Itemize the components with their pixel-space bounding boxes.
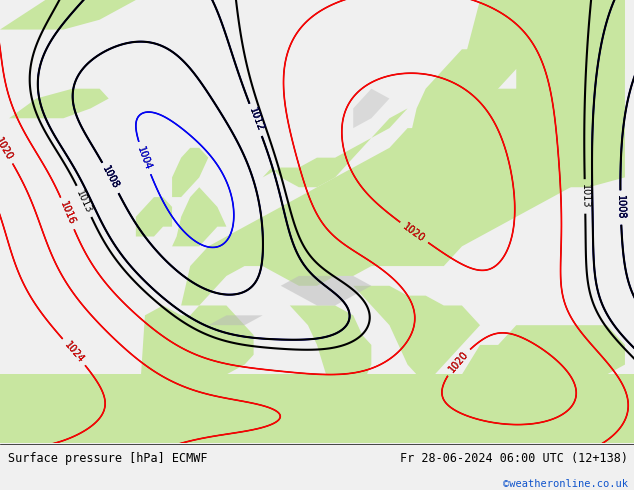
Text: 1008: 1008: [616, 195, 626, 220]
Text: 1008: 1008: [100, 165, 120, 191]
Text: 1013: 1013: [74, 188, 94, 215]
Polygon shape: [262, 39, 498, 187]
Polygon shape: [353, 286, 480, 384]
Polygon shape: [462, 325, 625, 374]
Polygon shape: [0, 0, 136, 29]
Text: 1024: 1024: [62, 340, 86, 365]
Text: 1020: 1020: [446, 349, 470, 374]
Text: 1016: 1016: [58, 200, 77, 227]
Polygon shape: [281, 305, 372, 384]
Polygon shape: [181, 79, 625, 305]
Polygon shape: [140, 305, 254, 384]
Polygon shape: [353, 89, 389, 128]
Text: 1016: 1016: [445, 454, 470, 466]
Polygon shape: [172, 148, 209, 197]
Text: 1004: 1004: [136, 145, 153, 172]
Text: 1008: 1008: [616, 195, 626, 220]
Text: 1008: 1008: [616, 195, 626, 220]
Text: 1020: 1020: [401, 221, 427, 244]
Text: 1020: 1020: [0, 136, 15, 162]
Polygon shape: [462, 0, 625, 69]
Text: 1020: 1020: [446, 349, 470, 374]
Text: 1013: 1013: [579, 184, 590, 209]
Text: 1012: 1012: [247, 106, 265, 133]
Polygon shape: [516, 0, 625, 187]
Text: 1016: 1016: [58, 200, 77, 227]
Text: 1008: 1008: [100, 165, 120, 191]
Polygon shape: [209, 316, 262, 325]
Text: 1024: 1024: [62, 340, 86, 365]
Polygon shape: [0, 374, 634, 443]
Text: 1012: 1012: [247, 106, 265, 133]
Polygon shape: [9, 89, 108, 118]
Text: 1020: 1020: [401, 221, 427, 244]
Text: ©weatheronline.co.uk: ©weatheronline.co.uk: [503, 479, 628, 490]
Text: Surface pressure [hPa] ECMWF: Surface pressure [hPa] ECMWF: [8, 452, 207, 465]
Text: 1004: 1004: [136, 145, 153, 172]
Polygon shape: [172, 187, 226, 246]
Polygon shape: [136, 197, 172, 237]
Polygon shape: [408, 49, 516, 148]
Text: 1008: 1008: [100, 165, 120, 191]
Text: 1012: 1012: [247, 106, 265, 133]
Text: Fr 28-06-2024 06:00 UTC (12+138): Fr 28-06-2024 06:00 UTC (12+138): [399, 452, 628, 465]
Text: 1020: 1020: [0, 136, 15, 162]
Text: 1016: 1016: [445, 454, 470, 466]
Polygon shape: [281, 276, 372, 305]
